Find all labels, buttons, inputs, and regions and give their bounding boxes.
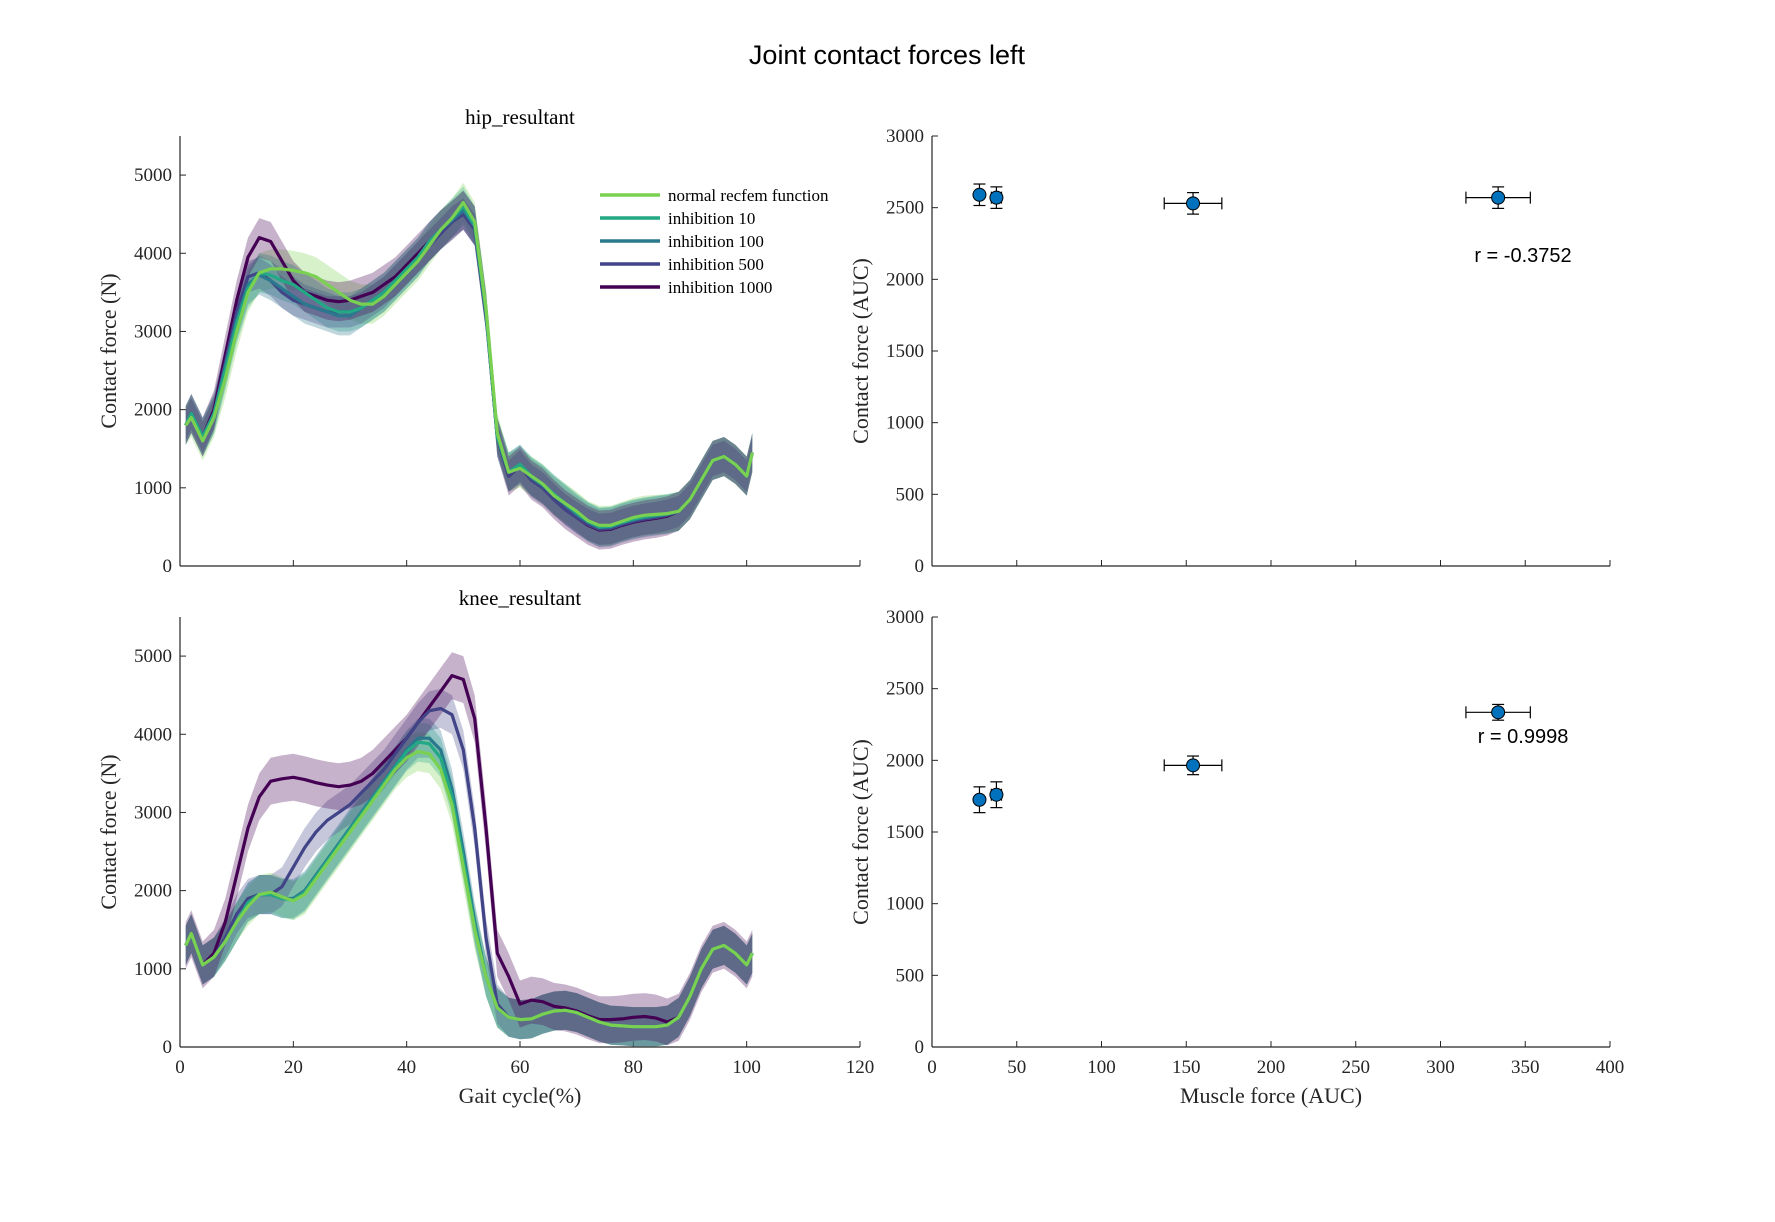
y-axis-label: Contact force (AUC) [848,258,873,444]
y-axis-label: Contact force (N) [96,273,121,428]
x-tick-label: 50 [1007,1057,1026,1078]
y-tick-label: 0 [163,1037,173,1058]
y-tick-label: 4000 [134,243,172,264]
chart-panel-1: 0 1000 2000 3000 4000 5000 hip_resultant Contac… [96,105,861,577]
x-tick-label: 150 [1172,1057,1201,1078]
y-tick-label: 2500 [886,679,924,700]
y-axis-label: Contact force (N) [96,754,121,909]
y-tick-label: 5000 [134,165,172,186]
correlation-annotation: r = -0.3752 [1474,245,1571,267]
scatter-point [989,190,1004,205]
confidence-band [185,182,753,545]
y-tick-label: 0 [915,1037,925,1058]
y-tick-label: 2000 [886,750,924,771]
y-tick-label: 1000 [134,478,172,499]
panel-title: knee_resultant [459,586,582,610]
x-tick-label: 200 [1257,1057,1286,1078]
x-tick-label: 0 [927,1057,937,1078]
legend-entry: inhibition 1000 [668,278,772,297]
y-tick-label: 0 [163,556,173,577]
y-tick-label: 4000 [134,724,172,745]
y-tick-label: 500 [896,484,925,505]
y-tick-label: 1000 [886,894,924,915]
x-axis-label: Muscle force (AUC) [1180,1083,1362,1108]
scatter-point [972,187,987,202]
y-tick-label: 3000 [886,607,924,628]
y-tick-label: 3000 [134,802,172,823]
y-tick-label: 1000 [134,959,172,980]
y-tick-label: 1500 [886,341,924,362]
chart-panel-4: 0 500 1000 1500 2000 2500 3000 0 50 100 150 200 250 3… [848,607,1624,1108]
y-tick-label: 500 [896,965,925,986]
scatter-point [989,787,1004,802]
x-tick-label: 60 [511,1057,530,1078]
charts-container: 010002000300040005000hip_resultantContac… [96,105,1624,1108]
x-tick-label: 80 [624,1057,643,1078]
y-tick-label: 2000 [886,269,924,290]
legend-entry: inhibition 100 [668,232,764,251]
x-tick-label: 350 [1511,1057,1540,1078]
scatter-point [972,792,987,807]
x-tick-label: 250 [1342,1057,1371,1078]
legend-entry: inhibition 500 [668,255,764,274]
y-tick-label: 2500 [886,198,924,219]
legend-entry: normal recfem function [668,186,829,205]
y-axis-label: Contact force (AUC) [848,739,873,925]
y-tick-label: 1000 [886,413,924,434]
panel-title: hip_resultant [465,105,575,129]
legend: normal recfem function inhibition 10 inhib… [600,186,829,297]
scatter-point [1186,758,1201,773]
x-axis-label: Gait cycle(%) [459,1083,582,1108]
series-line [184,200,754,527]
confidence-band [185,688,753,1047]
x-tick-label: 0 [175,1057,185,1078]
y-tick-label: 3000 [134,321,172,342]
x-tick-label: 120 [846,1057,875,1078]
correlation-annotation: r = 0.9998 [1478,726,1569,748]
x-tick-label: 100 [732,1057,761,1078]
y-tick-label: 1500 [886,822,924,843]
y-tick-label: 2000 [134,400,172,421]
x-tick-label: 20 [284,1057,303,1078]
chart-panel-3: 0 1000 2000 3000 4000 5000 0 20 40 60 80 100 120 knee… [96,586,874,1108]
scatter-point [1491,190,1506,205]
scatter-point [1186,196,1201,211]
scatter-point [1491,705,1506,720]
series-line [184,674,754,1024]
y-tick-label: 0 [915,556,925,577]
x-tick-label: 300 [1426,1057,1455,1078]
figure-title: Joint contact forces left [749,40,1026,70]
x-tick-label: 40 [397,1057,416,1078]
plot-area [184,652,754,1047]
y-tick-label: 3000 [886,126,924,147]
x-tick-label: 400 [1596,1057,1625,1078]
y-tick-label: 2000 [134,881,172,902]
plot-area [184,182,754,550]
x-tick-label: 100 [1087,1057,1116,1078]
legend-entry: inhibition 10 [668,209,755,228]
chart-panel-2: 0 500 1000 1500 2000 2500 3000 Contact force (A… [848,126,1611,577]
y-tick-label: 5000 [134,646,172,667]
series-line [184,749,754,1029]
